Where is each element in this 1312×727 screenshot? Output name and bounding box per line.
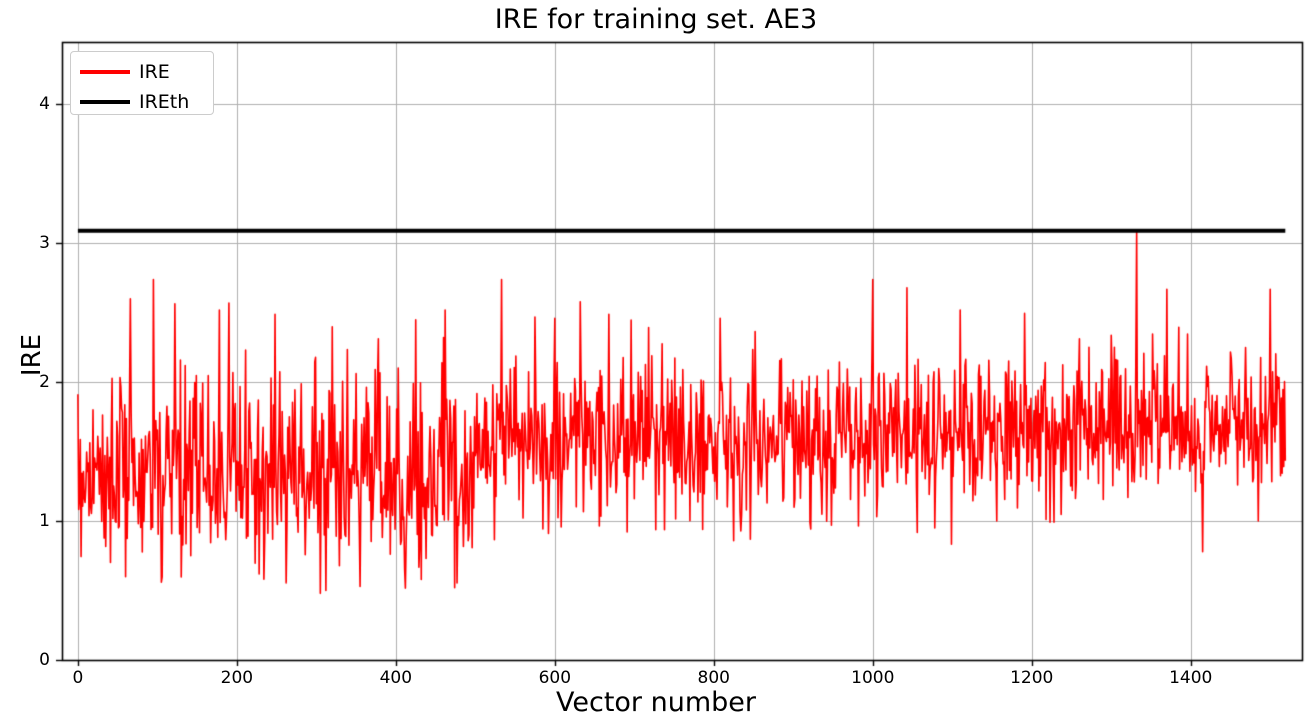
chart-legend[interactable]: IRE IREth: [70, 51, 214, 115]
legend-line-swatch: [80, 70, 130, 74]
x-tick-label: 0: [72, 668, 84, 688]
legend-item[interactable]: IREth: [71, 86, 215, 118]
y-tick-label: 0: [39, 650, 50, 670]
x-tick-label: 200: [220, 668, 254, 688]
legend-item[interactable]: IRE: [71, 56, 215, 88]
y-tick-label: 4: [39, 94, 50, 115]
x-axis-label: Vector number: [556, 687, 756, 718]
x-tick-label: 1000: [851, 668, 895, 688]
y-tick-label: 3: [39, 233, 50, 254]
legend-label: IRE: [139, 61, 170, 83]
x-tick-label: 1200: [1010, 668, 1054, 688]
legend-label: IREth: [139, 91, 190, 113]
x-tick-label: 800: [697, 668, 730, 688]
y-tick-label: 1: [39, 511, 50, 532]
x-tick-label: 400: [379, 668, 413, 688]
x-tick-label: 1400: [1169, 668, 1213, 688]
y-tick-label: 2: [39, 372, 50, 393]
x-tick-label: 600: [538, 668, 572, 688]
legend-line-swatch: [80, 100, 130, 104]
